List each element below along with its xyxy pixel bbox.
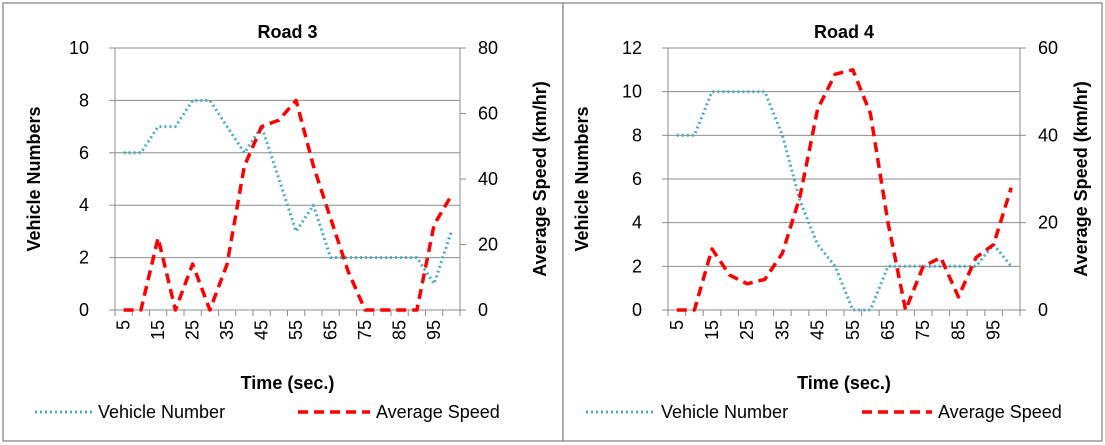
chart-title: Road 3 (257, 22, 317, 42)
legend-label-average-speed: Average Speed (376, 402, 500, 422)
y-tick-label: 0 (79, 300, 89, 320)
y2-tick-label: 0 (478, 300, 488, 320)
series-line-vehicle-number (676, 90, 1013, 312)
y-tick-label: 0 (632, 300, 642, 320)
series-line-vehicle-number (123, 98, 453, 286)
x-tick-label: 65 (878, 320, 898, 340)
x-tick-label: 95 (984, 320, 1004, 340)
y-tick-label: 6 (632, 169, 642, 189)
x-axis-title: Time (sec.) (797, 373, 891, 393)
x-tick-label: 55 (286, 320, 306, 340)
legend-label-vehicle-number: Vehicle Number (661, 402, 788, 422)
y-axis-title: Vehicle Numbers (24, 106, 44, 251)
x-tick-label: 15 (148, 320, 168, 340)
y-tick-label: 2 (79, 248, 89, 268)
y-tick-label: 2 (632, 256, 642, 276)
y-tick-label: 6 (79, 143, 89, 163)
x-tick-label: 65 (321, 320, 341, 340)
y-tick-label: 10 (622, 82, 642, 102)
x-tick-label: 35 (772, 320, 792, 340)
y-tick-label: 8 (632, 125, 642, 145)
x-tick-label: 75 (913, 320, 933, 340)
chart-panel-2: 0 2 4 6 8 10 12 0 20 40 60 5 15 25 35 45 55 65 75 85 95 Road … (562, 2, 1103, 442)
chart-title: Road 4 (814, 22, 874, 42)
plot-area (115, 48, 460, 310)
y2-tick-label: 40 (478, 169, 498, 189)
x-tick-label: 45 (808, 320, 828, 340)
legend-label-vehicle-number: Vehicle Number (98, 402, 225, 422)
y2-tick-label: 40 (1038, 125, 1058, 145)
y-tick-label: 4 (632, 213, 642, 233)
x-tick-label: 5 (667, 320, 687, 330)
x-tick-label: 25 (183, 320, 203, 340)
y2-tick-label: 20 (1038, 213, 1058, 233)
y-tick-label: 12 (622, 38, 642, 58)
y2-tick-label: 0 (1038, 300, 1048, 320)
x-tick-label: 45 (252, 320, 272, 340)
y-axis-title: Vehicle Numbers (572, 106, 592, 251)
y2-tick-label: 60 (478, 104, 498, 124)
x-tick-label: 55 (843, 320, 863, 340)
x-tick-label: 95 (424, 320, 444, 340)
y-tick-label: 4 (79, 195, 89, 215)
x-tick-label: 85 (390, 320, 410, 340)
x-tick-label: 15 (702, 320, 722, 340)
y2-tick-label: 20 (478, 235, 498, 255)
x-tick-label: 5 (114, 320, 134, 330)
series-line-average-speed (123, 98, 453, 312)
y2-tick-label: 60 (1038, 38, 1058, 58)
x-tick-label: 75 (355, 320, 375, 340)
y2-axis-title: Average Speed (km/hr) (1071, 81, 1091, 276)
legend-label-average-speed: Average Speed (938, 402, 1062, 422)
y-tick-label: 10 (69, 38, 89, 58)
series-line-average-speed (676, 68, 1013, 312)
x-tick-label: 25 (737, 320, 757, 340)
chart-panel-1: 0 2 4 6 8 10 0 20 40 60 80 5 15 25 35 45 55 65 75 85 95 Road … (2, 2, 564, 442)
x-axis-title: Time (sec.) (241, 373, 335, 393)
y2-tick-label: 80 (478, 38, 498, 58)
x-tick-label: 35 (217, 320, 237, 340)
y-tick-label: 8 (79, 90, 89, 110)
x-tick-label: 85 (948, 320, 968, 340)
y2-axis-title: Average Speed (km/hr) (530, 81, 550, 276)
